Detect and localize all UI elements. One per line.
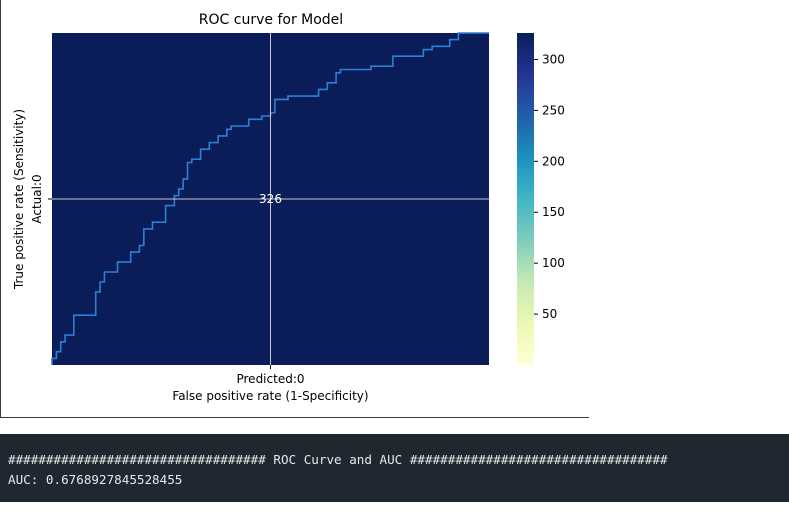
x-axis-label: False positive rate (1-Specificity) (172, 389, 368, 403)
colorbar-tick-label: 50 (542, 307, 557, 321)
colorbar-tick-label: 300 (542, 52, 565, 66)
roc-heatmap-chart: ROC curve for Model 326 Predicted:0 Fals… (1, 0, 589, 417)
chart-title: ROC curve for Model (199, 12, 343, 28)
colorbar-tick-label: 100 (542, 256, 565, 270)
console-line-auc: AUC: 0.6768927845528455 (8, 470, 789, 490)
colorbar-tick-label: 150 (542, 205, 565, 219)
y-tick-label: Actual:0 (30, 174, 44, 223)
x-tick-label: Predicted:0 (236, 372, 304, 386)
colorbar-tick-label: 200 (542, 154, 565, 168)
figure: ROC curve for Model 326 Predicted:0 Fals… (0, 0, 589, 418)
colorbar-tick-label: 250 (542, 103, 565, 117)
y-axis-label: True positive rate (Sensitivity) (12, 109, 26, 290)
colorbar (517, 33, 534, 365)
colorbar-ticks: 50 100 150 200 250 300 (534, 52, 565, 321)
cell-annotation: 326 (259, 192, 282, 206)
console-line-header: ################################## ROC C… (8, 450, 789, 470)
console-output: ################################## ROC C… (0, 434, 789, 502)
